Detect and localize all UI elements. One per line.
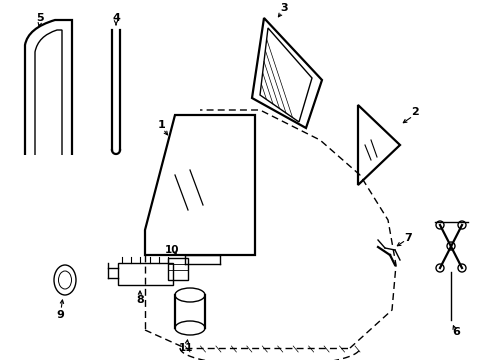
Text: 4: 4	[112, 13, 120, 23]
Text: 8: 8	[136, 295, 143, 305]
Text: 5: 5	[36, 13, 44, 23]
Text: 9: 9	[56, 310, 64, 320]
Text: 3: 3	[280, 3, 287, 13]
Text: 11: 11	[179, 343, 193, 353]
Text: 10: 10	[164, 245, 179, 255]
Text: 7: 7	[403, 233, 411, 243]
Text: 6: 6	[451, 327, 459, 337]
Text: 2: 2	[410, 107, 418, 117]
Text: 1: 1	[158, 120, 165, 130]
